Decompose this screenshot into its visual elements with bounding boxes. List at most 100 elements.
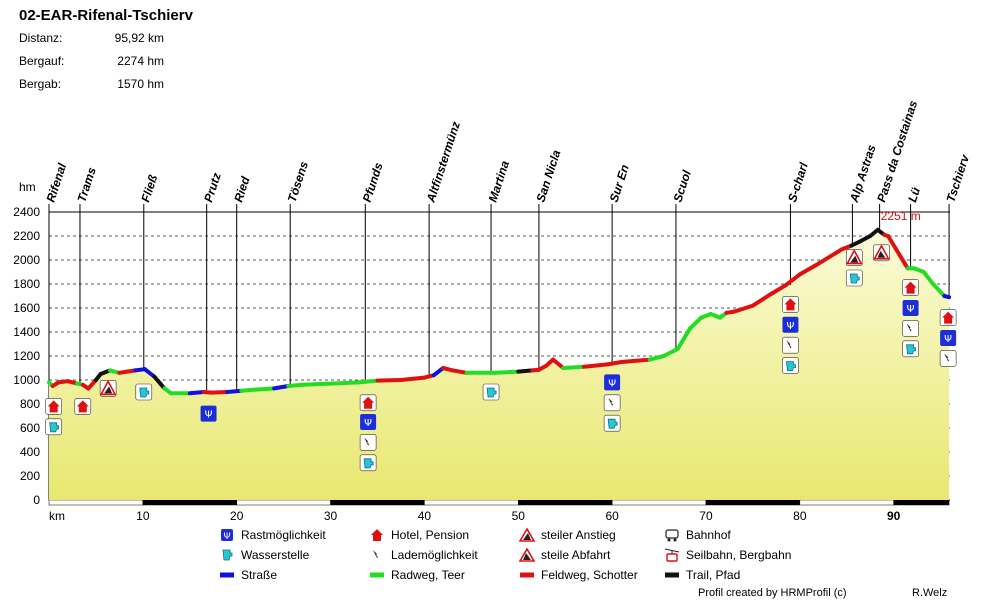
hotel-icon bbox=[781, 295, 799, 313]
legend-charging: Lademöglichkeit bbox=[369, 548, 478, 562]
legend-cable-car: Seilbahn, Bergbahn bbox=[664, 548, 791, 562]
profile-segment bbox=[239, 387, 258, 393]
profile-segment bbox=[286, 382, 305, 388]
y-tick-label: 1600 bbox=[13, 301, 40, 315]
profile-segment bbox=[661, 346, 680, 358]
place-label: Prutz bbox=[201, 171, 224, 204]
profile-segment bbox=[209, 390, 230, 395]
route-title: 02-EAR-Rifenal-Tschierv bbox=[19, 7, 193, 24]
x-tick-label: 70 bbox=[699, 509, 713, 523]
legend-cycle-path: Radweg, Teer bbox=[369, 568, 465, 582]
profile-segment bbox=[492, 369, 521, 375]
place-label: San Nicla bbox=[533, 148, 563, 204]
profile-segment bbox=[619, 357, 652, 364]
legend-train: Bahnhof bbox=[664, 528, 731, 542]
profile-segment bbox=[797, 261, 821, 277]
legend-road: Straße bbox=[219, 568, 277, 582]
x-scale-bar bbox=[705, 499, 801, 506]
profile-segment bbox=[769, 283, 788, 296]
stat-ascent-value: 2274 hm bbox=[117, 54, 164, 68]
y-tick-label: 2200 bbox=[13, 229, 40, 243]
rest-icon bbox=[902, 300, 919, 316]
trail-line-icon bbox=[665, 572, 679, 578]
profile-segment bbox=[516, 368, 535, 374]
profile-segment bbox=[328, 380, 361, 386]
stat-ascent-label: Bergauf: bbox=[19, 54, 65, 68]
cable-car-icon bbox=[664, 548, 680, 562]
water-icon bbox=[603, 414, 621, 432]
x-tick-label: 50 bbox=[512, 509, 526, 523]
charging-icon bbox=[781, 336, 799, 354]
water-icon bbox=[845, 269, 863, 287]
hotel-icon bbox=[359, 394, 377, 412]
profile-segment bbox=[886, 234, 910, 271]
x-tick-label: 30 bbox=[324, 509, 338, 523]
profile-segment bbox=[398, 375, 427, 382]
hotel-icon bbox=[74, 397, 92, 415]
place-label: Trams bbox=[75, 165, 99, 204]
legend-water-label: Wasserstelle bbox=[241, 548, 310, 562]
water-icon bbox=[482, 383, 500, 401]
x-axis-label: km bbox=[49, 509, 65, 523]
profile-segment bbox=[605, 360, 624, 367]
gravel-line-icon bbox=[520, 572, 534, 578]
charging-icon bbox=[939, 349, 957, 367]
place-label: Tösens bbox=[285, 159, 311, 204]
y-tick-label: 400 bbox=[20, 445, 40, 459]
place-label: Altfinstermünz bbox=[423, 120, 463, 205]
road-line-icon bbox=[220, 572, 234, 578]
hotel-icon bbox=[902, 279, 920, 297]
legend-hotel: Hotel, Pension bbox=[369, 528, 469, 542]
profile-segment bbox=[450, 368, 469, 375]
steep-climb-icon bbox=[99, 379, 117, 398]
place-label: Martina bbox=[486, 159, 513, 204]
x-tick-label: 10 bbox=[136, 509, 150, 523]
charging-icon bbox=[359, 433, 377, 451]
legend-hotel-label: Hotel, Pension bbox=[391, 528, 470, 542]
y-tick-label: 1000 bbox=[13, 373, 40, 387]
legend-rest-label: Rastmöglichkeit bbox=[241, 528, 326, 542]
legend-trail: Trail, Pfad bbox=[664, 568, 740, 582]
profile-segment bbox=[375, 378, 403, 383]
x-scale-bar bbox=[518, 499, 613, 506]
legend-steep-descent: steile Abfahrt bbox=[519, 548, 610, 562]
rest-icon bbox=[940, 330, 957, 346]
profile-segment bbox=[581, 362, 610, 369]
place-label: Sur En bbox=[607, 163, 632, 204]
charging-icon bbox=[902, 319, 920, 337]
water-icon bbox=[222, 549, 233, 561]
legend-steep-climb: steiler Anstieg bbox=[519, 528, 616, 542]
x-tick-label: 60 bbox=[605, 509, 619, 523]
y-axis-label: hm bbox=[19, 180, 36, 194]
rest-icon: Ψ bbox=[221, 529, 233, 542]
steep-climb-icon bbox=[519, 528, 535, 542]
legend-steep-descent-label: steile Abfahrt bbox=[541, 548, 611, 562]
profile-segment bbox=[272, 384, 291, 391]
y-tick-label: 0 bbox=[33, 493, 40, 507]
footer-author: R.Welz bbox=[912, 587, 948, 599]
place-label: Scuol bbox=[670, 168, 694, 204]
legend-gravel: Feldweg, Schotter bbox=[519, 568, 638, 582]
footer-credit: Profil created by HRMProfil (c) bbox=[698, 587, 847, 599]
water-icon bbox=[902, 340, 919, 358]
stat-descent-value: 1570 hm bbox=[117, 77, 164, 91]
legend-water: Wasserstelle bbox=[219, 548, 309, 562]
x-scale-bar bbox=[236, 499, 331, 506]
profile-segment bbox=[816, 247, 845, 266]
profile-segment bbox=[550, 357, 566, 370]
place-label: S-charl bbox=[785, 160, 811, 204]
water-icon bbox=[45, 418, 63, 436]
stat-distance-value: 95,92 km bbox=[114, 31, 164, 45]
x-scale-bar bbox=[424, 499, 519, 506]
profile-segment bbox=[931, 282, 947, 298]
place-label: Pfunds bbox=[360, 161, 386, 204]
svg-text:Ψ: Ψ bbox=[223, 532, 230, 542]
profile-segment bbox=[300, 381, 333, 387]
max-elevation-label: 2251 m bbox=[881, 209, 921, 223]
legend-trail-label: Trail, Pfad bbox=[686, 568, 741, 582]
place-label: Tschierv bbox=[944, 152, 973, 204]
legend-rest: Ψ Rastmöglichkeit bbox=[219, 528, 326, 542]
profile-segment bbox=[921, 270, 936, 286]
charging-icon bbox=[373, 550, 381, 560]
